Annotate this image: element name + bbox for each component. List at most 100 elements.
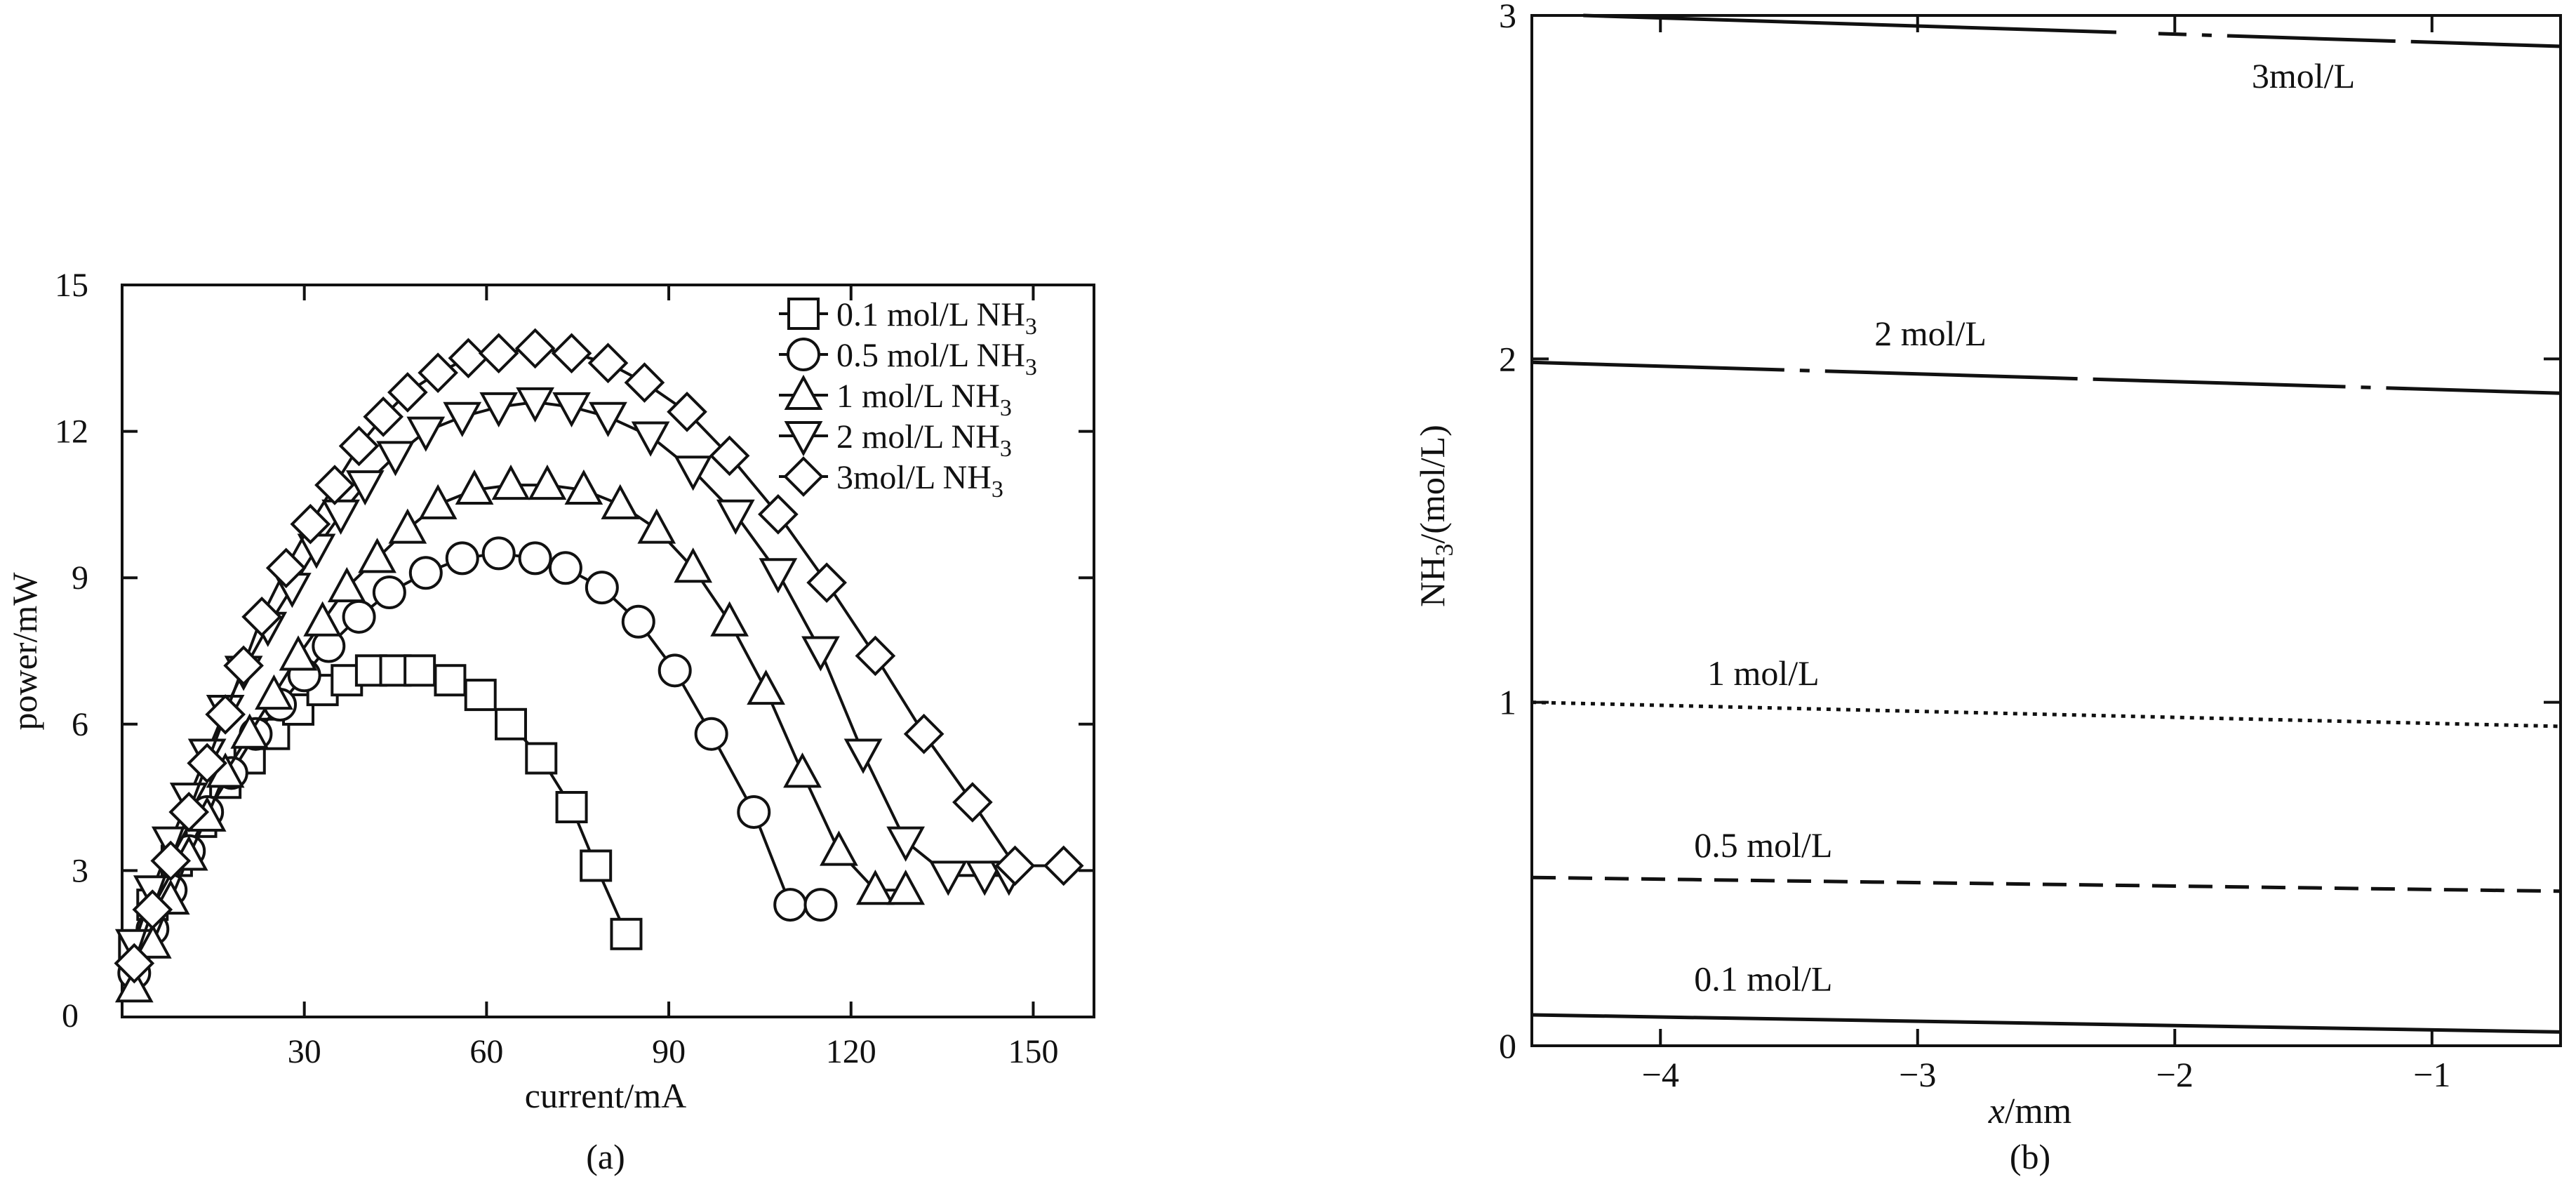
data-point — [674, 547, 713, 583]
data-point — [223, 645, 264, 686]
chart-b-x-tick-label: −1 — [2413, 1055, 2450, 1094]
data-point — [564, 469, 603, 505]
chart-b-x-axis-label: x/mm — [1988, 1091, 2071, 1131]
legend-marker — [787, 298, 820, 330]
data-point — [709, 435, 750, 477]
data-point — [773, 888, 808, 922]
data-point — [552, 392, 591, 428]
chart-a-x-tick-label: 30 — [288, 1033, 321, 1070]
data-point — [667, 391, 707, 432]
chart-b-y-axis-sub: 3 — [1430, 544, 1458, 557]
chart-b-line-labels: 3mol/L 2 mol/L 1 mol/L 0.5 mol/L 0.1 mol/L — [1694, 56, 2355, 999]
data-point — [631, 421, 670, 457]
data-point — [279, 635, 318, 671]
chart-b-x-axis-unit: /mm — [2005, 1091, 2071, 1131]
data-point — [548, 551, 582, 585]
chart-b-x-tick-labels: −4 −3 −2 −1 — [1642, 1055, 2451, 1094]
chart-b-ticks — [1532, 14, 2561, 1047]
legend-marker — [787, 338, 820, 371]
chart-b-x-tick-label: −4 — [1642, 1055, 1679, 1094]
legend-label-text: 3mol/L NH — [836, 459, 992, 496]
chart-b-y-tick-label: 1 — [1499, 683, 1516, 722]
data-point — [843, 738, 883, 774]
data-point — [443, 401, 482, 437]
legend-label-sub: 3 — [1025, 314, 1037, 340]
chart-a-series — [114, 328, 1084, 1003]
data-point — [658, 653, 692, 688]
chart-a-x-tick-label: 150 — [1008, 1033, 1058, 1070]
legend-label: 0.1 mol/L NH3 — [836, 296, 1037, 340]
data-point — [464, 679, 497, 712]
chart-a-y-axis-label: power/mW — [5, 572, 44, 731]
legend-entry: 0.1 mol/L NH3 — [779, 296, 1037, 340]
data-point — [342, 599, 376, 634]
data-point — [376, 441, 415, 477]
data-point — [345, 470, 385, 506]
data-point — [803, 888, 838, 922]
chart-a-ticks — [122, 284, 1094, 1017]
chart-a-x-axis-label: current/mA — [525, 1076, 686, 1115]
data-point — [518, 541, 552, 576]
data-point — [478, 333, 519, 374]
data-point — [758, 493, 799, 535]
data-point — [886, 826, 926, 862]
legend-marker — [784, 421, 823, 457]
legend-label: 0.5 mol/L NH3 — [836, 337, 1037, 380]
data-point — [481, 536, 516, 571]
data-point — [585, 571, 619, 605]
legend-label: 3mol/L NH3 — [836, 459, 1003, 503]
legend-marker — [784, 374, 823, 410]
data-point — [737, 794, 771, 829]
chart-a-y-tick-label: 9 — [72, 559, 88, 597]
data-point — [621, 604, 655, 639]
line-label: 2 mol/L — [1874, 314, 1987, 353]
concentration-line — [1583, 13, 2561, 48]
data-point — [952, 782, 993, 823]
data-point — [587, 343, 629, 384]
chart-b-y-tick-labels: 0 1 2 3 — [1499, 0, 1516, 1065]
data-point — [694, 717, 728, 751]
line-label: 0.1 mol/L — [1694, 959, 1832, 999]
chart-b-series — [1531, 13, 2561, 1034]
data-point — [314, 465, 355, 505]
chart-b-x-tick-label: −2 — [2156, 1055, 2194, 1094]
legend-label: 2 mol/L NH3 — [836, 418, 1012, 462]
data-point — [187, 743, 228, 784]
data-point — [418, 484, 458, 519]
concentration-line — [1531, 1013, 2561, 1034]
data-point — [230, 713, 269, 749]
chart-a-x-tick-label: 60 — [469, 1033, 503, 1070]
data-point — [241, 596, 282, 637]
chart-a-panel-label: (a) — [586, 1137, 625, 1176]
series-diamond — [114, 328, 1084, 984]
chart-b-y-axis-pre: NH — [1413, 557, 1452, 607]
legend-entry: 1 mol/L NH3 — [779, 374, 1012, 421]
line-label: 3mol/L — [2252, 56, 2355, 95]
chart-b-y-axis-label: NH3/(mol/L) — [1413, 425, 1458, 607]
data-point — [418, 352, 458, 393]
data-point — [994, 845, 1036, 886]
data-point — [514, 328, 556, 369]
data-point — [674, 455, 713, 491]
concentration-line — [1531, 360, 2561, 395]
chart-a-frame — [121, 284, 1095, 1018]
line-label: 0.5 mol/L — [1694, 825, 1832, 865]
chart-a-y-tick-label: 6 — [72, 706, 88, 743]
data-point — [290, 503, 331, 545]
data-point — [624, 362, 665, 403]
data-point — [965, 860, 1004, 896]
data-point — [601, 484, 640, 519]
chart-b-y-axis-post: /(mol/L) — [1413, 425, 1452, 543]
chart-b: −4 −3 −2 −1 0 1 2 3 3mol/L 2 mol/L 1 mol/L 0.5 mo… — [1413, 0, 2562, 1176]
data-point — [479, 392, 519, 428]
data-point — [434, 664, 467, 697]
concentration-line — [1531, 700, 2561, 729]
data-point — [132, 889, 173, 930]
data-point — [491, 464, 530, 500]
data-point — [783, 752, 822, 788]
legend-label-text: 2 mol/L NH — [836, 418, 1000, 455]
chart-a-y-tick-label: 15 — [55, 267, 88, 304]
chart-a-origin-label: 0 — [62, 997, 79, 1035]
data-point — [387, 372, 428, 413]
